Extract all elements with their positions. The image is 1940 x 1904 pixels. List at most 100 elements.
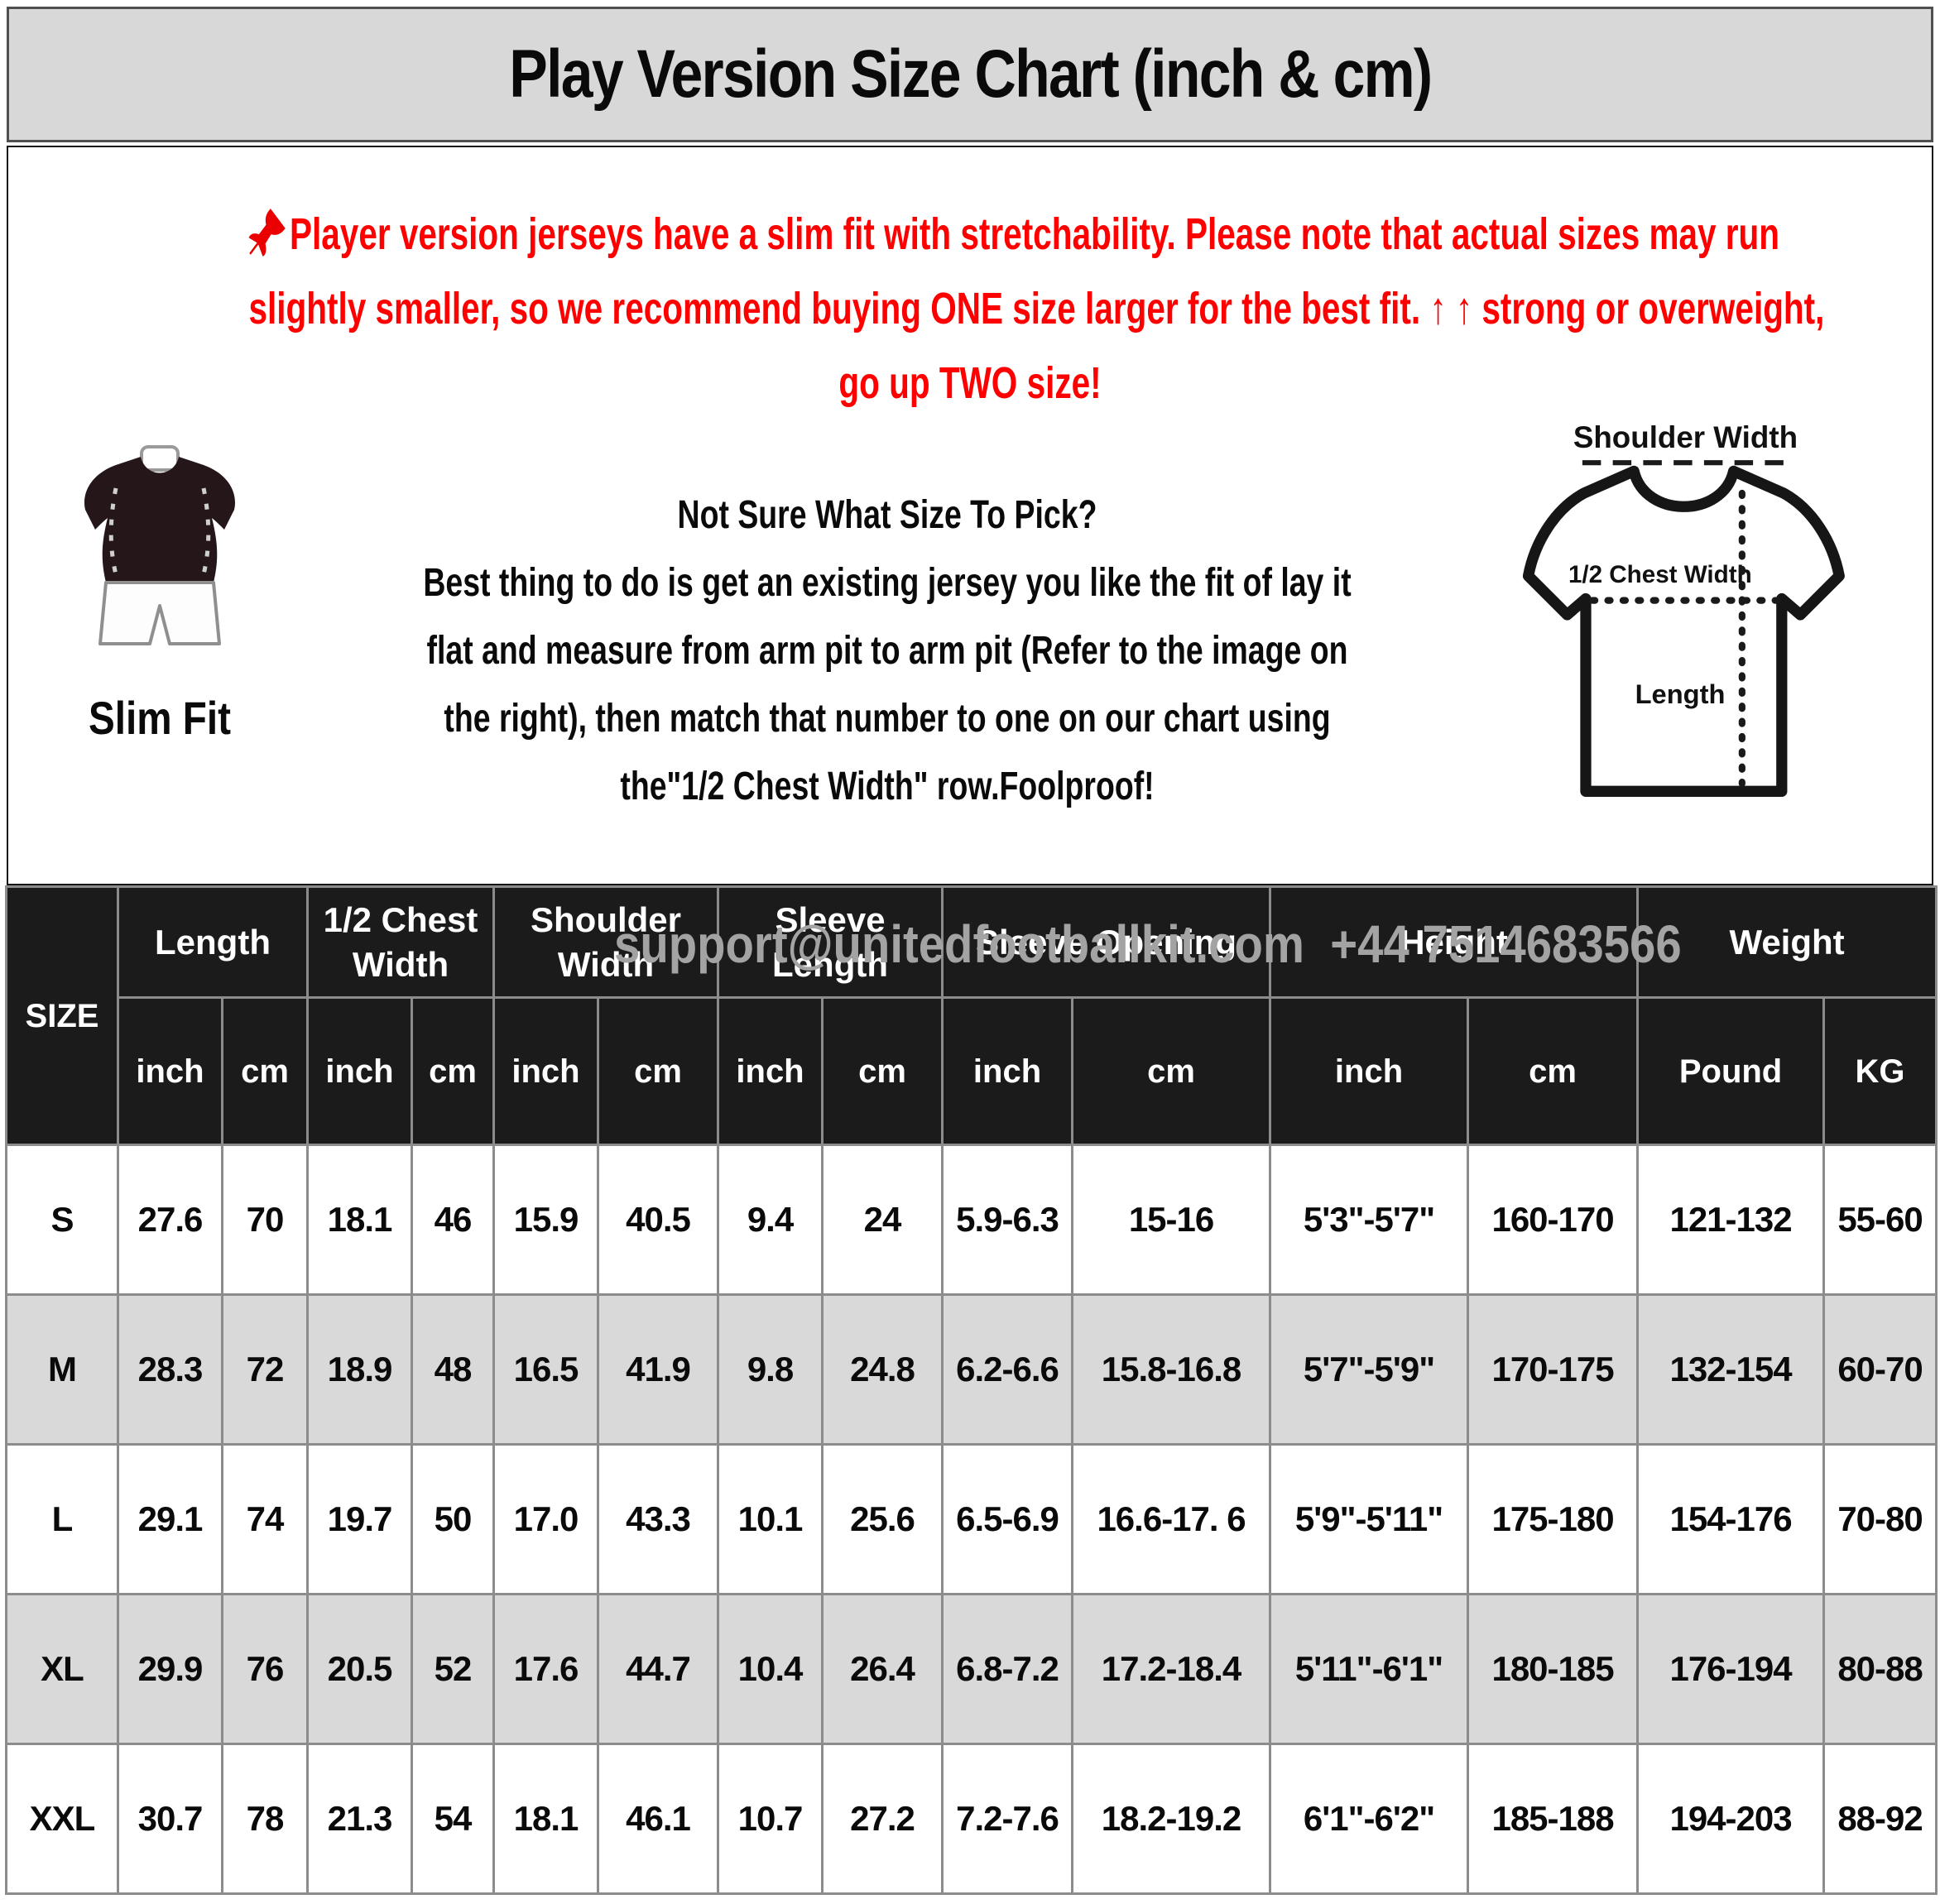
size-cell-l: L — [5, 1443, 119, 1595]
table-cell: 154-176 — [1636, 1443, 1826, 1595]
table-row-xl: XL 29.9 76 20.5 52 17.6 44.7 10.4 26.4 6.8-7.2 17.… — [5, 1593, 1938, 1745]
table-cell: 60-70 — [1822, 1293, 1938, 1446]
table-cell: 18.2-19.2 — [1071, 1743, 1272, 1895]
table-cell: 10.7 — [717, 1743, 824, 1895]
table-cell: 17.0 — [492, 1443, 599, 1595]
table-cell: 29.9 — [117, 1593, 223, 1745]
table-cell: 18.1 — [306, 1144, 413, 1296]
table-cell: 30.7 — [117, 1743, 223, 1895]
table-cell: 26.4 — [821, 1593, 944, 1745]
table-cell: 44.7 — [596, 1593, 720, 1745]
unit-header-sleeve-length-inch: inch — [717, 996, 824, 1146]
column-header-size: SIZE — [5, 885, 119, 1146]
title-band: Play Version Size Chart (inch & cm) — [7, 7, 1933, 142]
fit-notice: Player version jerseys have a slim fit w… — [248, 197, 1824, 420]
table-cell: 46 — [411, 1144, 495, 1296]
size-table: SIZE Length 1/2 Chest Width Shoulder Width… — [5, 885, 1938, 1895]
table-row-xxl: XXL 30.7 78 21.3 54 18.1 46.1 10.7 27.2 7.2-7.6 18… — [5, 1743, 1938, 1895]
table-cell: 78 — [221, 1743, 309, 1895]
slim-fit-figure: Slim Fit — [56, 445, 263, 745]
tshirt-measure-diagram: Shoulder Width 1/2 Chest Width Length — [1510, 414, 1907, 836]
size-help-body: Best thing to do is get an existing jers… — [423, 561, 1352, 808]
table-cell: 7.2-7.6 — [941, 1743, 1074, 1895]
table-cell: 194-203 — [1636, 1743, 1826, 1895]
table-cell: 5'9"-5'11" — [1269, 1443, 1470, 1595]
table-cell: 15.8-16.8 — [1071, 1293, 1272, 1446]
table-cell: 176-194 — [1636, 1593, 1826, 1745]
unit-header-length-inch: inch — [117, 996, 223, 1146]
table-cell: 74 — [221, 1443, 309, 1595]
unit-header-shoulder-width-inch: inch — [492, 996, 599, 1146]
table-cell: 18.1 — [492, 1743, 599, 1895]
table-cell: 29.1 — [117, 1443, 223, 1595]
shoulder-width-label: Shoulder Width — [1573, 420, 1798, 454]
column-group-weight: Weight — [1636, 885, 1938, 999]
unit-header-weight-pound: Pound — [1636, 996, 1826, 1146]
table-cell: 19.7 — [306, 1443, 413, 1595]
unit-header-shoulder-width-cm: cm — [596, 996, 720, 1146]
column-group-sleeve-length: Sleeve Length — [717, 885, 944, 999]
table-cell: 17.2-18.4 — [1071, 1593, 1272, 1745]
table-cell: 6.2-6.6 — [941, 1293, 1074, 1446]
unit-header-height-inch: inch — [1269, 996, 1470, 1146]
table-cell: 6'1"-6'2" — [1269, 1743, 1470, 1895]
table-cell: 43.3 — [596, 1443, 720, 1595]
table-cell: 10.1 — [717, 1443, 824, 1595]
table-cell: 76 — [221, 1593, 309, 1745]
table-cell: 17.6 — [492, 1593, 599, 1745]
slim-fit-jersey-icon — [65, 445, 255, 655]
table-cell: 132-154 — [1636, 1293, 1826, 1446]
table-cell: 50 — [411, 1443, 495, 1595]
size-table-header: SIZE Length 1/2 Chest Width Shoulder Width… — [5, 885, 1938, 1146]
table-cell: 70-80 — [1822, 1443, 1938, 1595]
table-cell: 55-60 — [1822, 1144, 1938, 1296]
slim-fit-caption: Slim Fit — [89, 692, 231, 744]
column-group-shoulder-width: Shoulder Width — [492, 885, 720, 999]
column-group-length: Length — [117, 885, 309, 999]
size-help-paragraph: Not Sure What Size To Pick? Best thing t… — [410, 482, 1365, 821]
table-cell: 185-188 — [1467, 1743, 1640, 1895]
table-cell: 27.6 — [117, 1144, 223, 1296]
table-cell: 28.3 — [117, 1293, 223, 1446]
watermark-text: support@unitedfootballkit.com +44 751468… — [614, 914, 1682, 974]
table-cell: 5'7"-5'9" — [1269, 1293, 1470, 1446]
table-cell: 24 — [821, 1144, 944, 1296]
size-cell-xl: XL — [5, 1593, 119, 1745]
table-cell: 24.8 — [821, 1293, 944, 1446]
unit-header-1-2-chest-width-inch: inch — [306, 996, 413, 1146]
table-cell: 70 — [221, 1144, 309, 1296]
page-title: Play Version Size Chart (inch & cm) — [508, 36, 1433, 112]
table-cell: 5.9-6.3 — [941, 1144, 1074, 1296]
table-cell: 20.5 — [306, 1593, 413, 1745]
table-cell: 175-180 — [1467, 1443, 1640, 1595]
table-row-l: L 29.1 74 19.7 50 17.0 43.3 10.1 25.6 6.5-6.9 16.6… — [5, 1443, 1938, 1595]
unit-header-weight-kg: KG — [1822, 996, 1938, 1146]
pushpin-icon — [248, 205, 288, 257]
table-cell: 10.4 — [717, 1593, 824, 1745]
table-cell: 48 — [411, 1293, 495, 1446]
table-cell: 88-92 — [1822, 1743, 1938, 1895]
table-cell: 160-170 — [1467, 1144, 1640, 1296]
table-cell: 80-88 — [1822, 1593, 1938, 1745]
table-cell: 46.1 — [596, 1743, 720, 1895]
unit-header-height-cm: cm — [1467, 996, 1640, 1146]
table-cell: 5'3"-5'7" — [1269, 1144, 1470, 1296]
half-chest-width-label: 1/2 Chest Width — [1568, 561, 1752, 588]
size-cell-m: M — [5, 1293, 119, 1446]
table-cell: 27.2 — [821, 1743, 944, 1895]
table-cell: 6.8-7.2 — [941, 1593, 1074, 1745]
table-cell: 40.5 — [596, 1144, 720, 1296]
table-cell: 21.3 — [306, 1743, 413, 1895]
unit-header-length-cm: cm — [221, 996, 309, 1146]
unit-header-sleeve-opening-inch: inch — [941, 996, 1074, 1146]
table-row-s: S 27.6 70 18.1 46 15.9 40.5 9.4 24 5.9-6.3 15-16 5'… — [5, 1144, 1938, 1296]
table-cell: 9.4 — [717, 1144, 824, 1296]
table-cell: 52 — [411, 1593, 495, 1745]
unit-header-1-2-chest-width-cm: cm — [411, 996, 495, 1146]
size-help-heading: Not Sure What Size To Pick? — [677, 493, 1097, 537]
table-cell: 121-132 — [1636, 1144, 1826, 1296]
table-row-m: M 28.3 72 18.9 48 16.5 41.9 9.8 24.8 6.2-6.6 15.8-… — [5, 1293, 1938, 1446]
table-cell: 16.6-17. 6 — [1071, 1443, 1272, 1595]
table-cell: 9.8 — [717, 1293, 824, 1446]
table-cell: 6.5-6.9 — [941, 1443, 1074, 1595]
